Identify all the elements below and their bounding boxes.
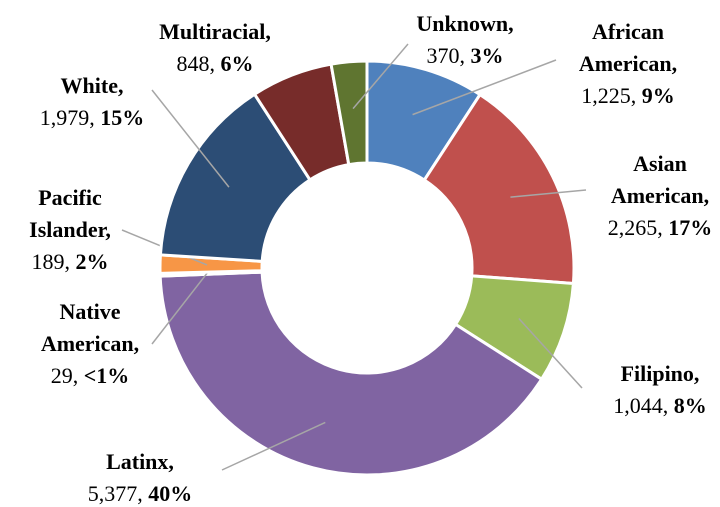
label-name-line: Latinx,: [65, 446, 215, 478]
separator: ,: [703, 183, 710, 208]
label-name-line: Pacific Islander,: [5, 182, 135, 246]
category-name: Latinx: [106, 449, 169, 474]
category-name: Native American: [40, 299, 134, 356]
category-name: Unknown: [416, 11, 509, 36]
percent-label: 3%: [470, 43, 504, 68]
donut-slice: [329, 59, 369, 167]
slice-label: Pacific Islander, 189, 2%: [5, 182, 135, 278]
leader-line: [151, 272, 208, 345]
leader-line: [221, 421, 326, 471]
value-label: 1,044: [613, 393, 663, 418]
separator: ,: [693, 361, 700, 386]
label-name-line: African American,: [563, 16, 693, 80]
leader-line: [510, 189, 587, 198]
percent-label: 17%: [668, 215, 713, 240]
percent-label: 8%: [673, 393, 707, 418]
leader-line: [151, 89, 230, 188]
separator: ,: [89, 105, 95, 130]
label-value-line: 1,979, 15%: [17, 102, 167, 134]
value-label: 2,265: [607, 215, 658, 240]
leader-line: [412, 59, 557, 116]
slice-label: Native American, 29, <1%: [20, 296, 160, 392]
label-name-line: White,: [17, 70, 167, 102]
label-name-line: Multiracial,: [135, 16, 295, 48]
separator: ,: [209, 51, 216, 76]
category-name: Multiracial: [159, 19, 266, 44]
separator: ,: [662, 393, 669, 418]
slice-label: Filipino, 1,044, 8%: [585, 358, 720, 422]
value-label: 370: [426, 43, 460, 68]
separator: ,: [117, 73, 124, 98]
percent-label: <1%: [83, 363, 130, 388]
label-name-line: Native American,: [20, 296, 160, 360]
label-value-line: 2,265, 17%: [585, 212, 720, 244]
percent-label: 6%: [220, 51, 254, 76]
slice-label: Latinx, 5,377, 40%: [65, 446, 215, 507]
donut-slice: [422, 92, 576, 286]
label-name-line: Filipino,: [585, 358, 720, 390]
separator: ,: [133, 331, 140, 356]
slice-label: White, 1,979, 15%: [17, 70, 167, 134]
separator: ,: [64, 249, 71, 274]
category-name: Filipino: [620, 361, 694, 386]
percent-label: 9%: [641, 83, 675, 108]
category-name: African American: [578, 19, 672, 76]
slice-label: Unknown, 370, 3%: [395, 8, 535, 72]
value-label: 1,225: [581, 83, 631, 108]
percent-label: 2%: [75, 249, 109, 274]
separator: ,: [137, 481, 143, 506]
slice-label: African American, 1,225, 9%: [563, 16, 693, 112]
leader-line: [518, 317, 583, 389]
label-name-line: Unknown,: [395, 8, 535, 40]
separator: ,: [168, 449, 174, 474]
value-label: 848: [176, 51, 210, 76]
label-value-line: 1,044, 8%: [585, 390, 720, 422]
label-value-line: 189, 2%: [5, 246, 135, 278]
percent-label: 15%: [100, 105, 145, 130]
separator: ,: [72, 363, 79, 388]
category-name: Asian American: [610, 151, 704, 208]
value-label: 1,979: [39, 105, 90, 130]
slice-label: Multiracial, 848, 6%: [135, 16, 295, 80]
separator: ,: [265, 19, 271, 44]
value-label: 189: [31, 249, 65, 274]
value-label: 29: [50, 363, 73, 388]
percent-label: 40%: [148, 481, 193, 506]
donut-slice: [158, 92, 313, 263]
slice-label: Asian American, 2,265, 17%: [585, 148, 720, 244]
separator: ,: [508, 11, 514, 36]
category-name: Pacific Islander: [29, 185, 106, 242]
separator: ,: [459, 43, 466, 68]
label-value-line: 29, <1%: [20, 360, 160, 392]
value-label: 5,377: [87, 481, 138, 506]
label-value-line: 370, 3%: [395, 40, 535, 72]
category-name: White: [60, 73, 118, 98]
label-value-line: 1,225, 9%: [563, 80, 693, 112]
label-value-line: 5,377, 40%: [65, 478, 215, 507]
label-value-line: 848, 6%: [135, 48, 295, 80]
leader-line: [352, 43, 409, 110]
separator: ,: [671, 51, 678, 76]
separator: ,: [105, 217, 111, 242]
label-name-line: Asian American,: [585, 148, 720, 212]
separator: ,: [657, 215, 663, 240]
separator: ,: [630, 83, 637, 108]
